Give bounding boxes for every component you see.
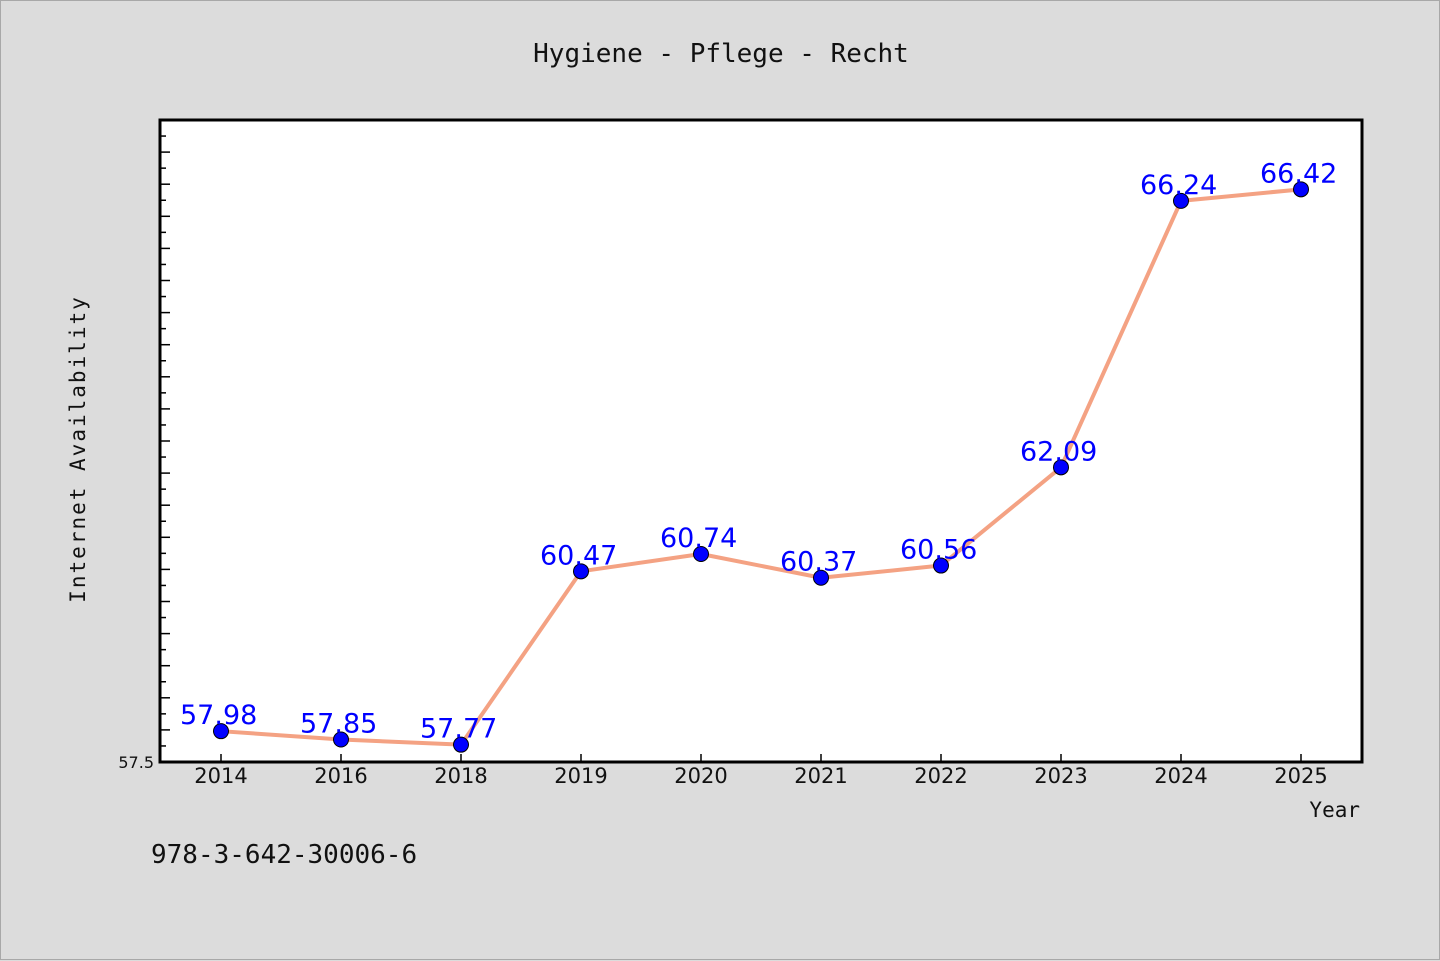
- data-point: [1173, 192, 1189, 209]
- x-tick-label: 2019: [554, 764, 607, 788]
- data-labels: 57.98 57.85 57.77 60.47 60.74 60.37 60.56 62.09…: [180, 158, 1337, 744]
- data-label: 60.74: [660, 523, 737, 554]
- data-point: [333, 731, 349, 748]
- data-point: [453, 736, 469, 753]
- x-axis-tick-labels: 2014 2016 2018 2019 2020 2021 2022 2023 2024 2025: [194, 764, 1327, 788]
- data-label: 57.77: [420, 714, 497, 745]
- data-label: 57.98: [180, 700, 257, 731]
- plot-area: [160, 120, 1362, 762]
- x-tick-label: 2025: [1274, 764, 1327, 788]
- series-line: [220, 187, 1302, 747]
- chart-title: Hygiene - Pflege - Recht: [533, 39, 909, 69]
- data-label: 60.37: [780, 547, 857, 578]
- y-axis-tick-labels: 57.5: [118, 753, 154, 772]
- data-point: [1053, 459, 1069, 476]
- x-tick-label: 2016: [314, 764, 367, 788]
- x-tick-label: 2023: [1034, 764, 1087, 788]
- y-tick-label: 57.5: [118, 753, 154, 772]
- data-label: 60.47: [540, 540, 617, 571]
- x-tick-label: 2021: [794, 764, 847, 788]
- data-point: [813, 569, 829, 586]
- x-tick-label: 2022: [914, 764, 967, 788]
- data-label: 60.56: [900, 535, 977, 566]
- plot-border: [158, 118, 1364, 764]
- data-point: [213, 723, 229, 740]
- data-point: [693, 545, 709, 562]
- data-point: [1293, 181, 1309, 198]
- x-tick-label: 2024: [1154, 764, 1207, 788]
- data-point: [573, 563, 589, 580]
- data-points: [213, 181, 1309, 753]
- data-label: 57.85: [300, 709, 377, 740]
- data-label: 66.24: [1140, 170, 1217, 201]
- data-label: 62.09: [1020, 436, 1097, 467]
- x-axis-label: Year: [1309, 798, 1360, 822]
- x-tick-label: 2020: [674, 764, 727, 788]
- data-point: [933, 557, 949, 574]
- y-axis-label: Internet Availability: [66, 295, 90, 603]
- data-label: 66.42: [1260, 158, 1337, 189]
- x-tick-label: 2014: [194, 764, 247, 788]
- footer-isbn: 978-3-642-30006-6: [151, 840, 417, 870]
- x-tick-label: 2018: [434, 764, 487, 788]
